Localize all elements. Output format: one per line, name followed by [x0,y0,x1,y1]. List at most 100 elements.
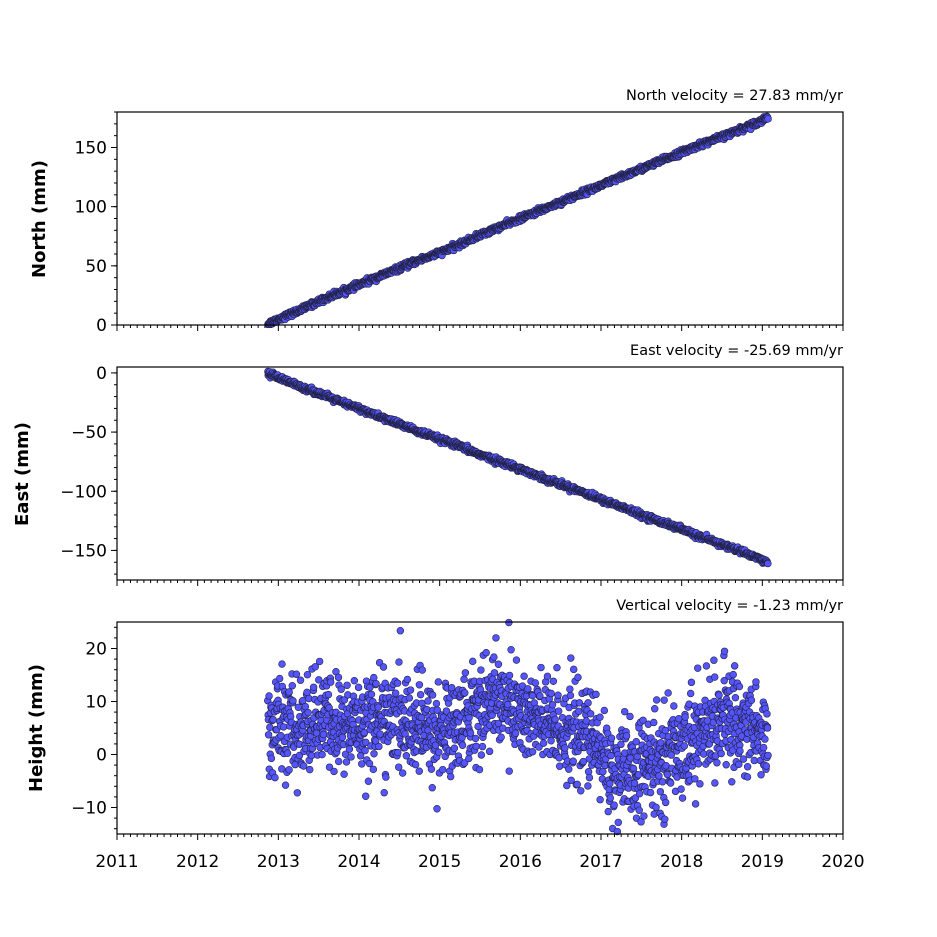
height-data-point [646,788,655,797]
height-data-point [369,765,378,774]
north-y-tick-label: 100 [75,198,107,218]
height-data-point [279,723,288,731]
height-data-point [402,752,411,760]
height-data-point [472,742,480,750]
height-data-point [666,779,675,787]
height-y-tick-label: −10 [71,799,107,819]
height-data-point [561,744,569,752]
height-data-point [691,800,700,808]
height-data-point [528,748,537,756]
height-data-point [337,685,345,693]
height-data-point [485,747,494,756]
height-data-point [345,745,354,753]
height-data-point [554,691,562,699]
height-data-point [651,705,659,713]
height-data-point [469,657,477,666]
height-data-point [537,663,545,672]
height-data-point [722,761,730,769]
height-data-point [620,707,629,716]
height-data-point [376,730,384,738]
height-data-point [403,675,412,684]
height-data-point [569,757,577,765]
height-data-point [652,696,661,704]
height-data-point [505,671,514,680]
east-axis-label: East (mm) [12,422,33,526]
height-data-point [617,740,625,749]
height-data-point [548,701,557,709]
north-points [264,112,772,329]
height-data-point [372,679,380,688]
height-data-point [614,818,622,827]
height-data-point [427,765,436,773]
height-data-point [379,663,388,671]
height-data-point [461,689,469,697]
height-data-point [435,748,443,756]
height-data-point [604,807,612,816]
height-data-point [547,689,555,698]
height-data-point [293,789,302,797]
height-data-point [264,731,273,739]
height-data-point [396,627,405,635]
height-data-point [395,763,403,771]
height-data-point [494,660,503,668]
height-data-point [395,658,403,666]
height-data-point [428,691,437,699]
height-data-point [650,718,658,727]
height-y-tick-label: 0 [96,746,107,766]
height-data-point [424,697,432,705]
height-data-point [271,773,279,782]
height-data-point [343,681,351,689]
height-data-point [391,689,400,697]
east-y-tick-label: −100 [60,482,107,502]
height-data-point [512,656,521,664]
height-data-point [670,702,678,710]
height-data-point [285,766,293,774]
height-data-point [361,746,369,755]
east-y-tick-label: 0 [96,364,107,384]
east-x-ticks [116,580,844,586]
height-data-point [565,765,573,773]
height-data-point [289,697,297,705]
height-data-point [415,767,423,775]
height-data-point [655,772,663,780]
height-data-point [415,681,424,689]
height-data-point [362,792,370,800]
height-data-point [680,742,689,750]
height-data-point [505,767,513,775]
height-data-point [694,664,702,672]
height-data-point [549,677,558,685]
height-data-point [497,733,505,741]
east-points [264,367,772,568]
height-data-point [309,683,318,691]
height-data-point [664,689,672,697]
height-data-point [660,696,668,704]
height-data-point [720,647,729,655]
height-data-point [507,646,515,654]
height-data-point [327,678,335,686]
height-data-point [539,739,548,747]
height-data-point [585,773,594,782]
height-data-point [433,805,441,813]
height-data-point [511,729,520,737]
height-data-point [610,801,618,809]
height-data-point [416,690,425,699]
height-data-point [460,675,468,683]
height-data-point [490,669,499,677]
height-data-point [574,673,582,682]
height-data-point [531,679,540,687]
height-data-point [520,672,528,680]
height-data-point [305,694,313,703]
height-data-point [405,694,414,702]
height-data-point [285,688,293,696]
height-data-point [303,688,311,697]
north-velocity-annotation: North velocity = 27.83 mm/yr [626,88,843,104]
north-x-ticks [116,325,844,331]
height-data-point [573,780,581,789]
height-points [264,618,772,836]
height-data-point [304,708,312,717]
height-data-point [364,777,373,785]
height-data-point [338,733,347,741]
height-data-point [380,789,388,797]
